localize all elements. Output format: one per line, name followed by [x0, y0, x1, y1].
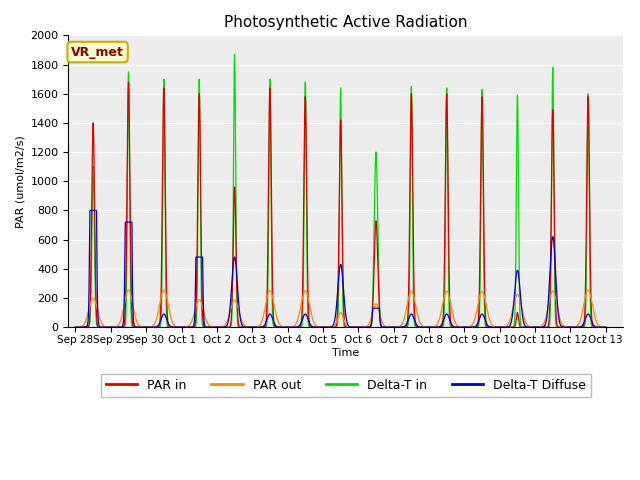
Legend: PAR in, PAR out, Delta-T in, Delta-T Diffuse: PAR in, PAR out, Delta-T in, Delta-T Dif…	[100, 374, 591, 397]
Text: VR_met: VR_met	[71, 46, 124, 59]
Y-axis label: PAR (umol/m2/s): PAR (umol/m2/s)	[15, 135, 25, 228]
Title: Photosynthetic Active Radiation: Photosynthetic Active Radiation	[224, 15, 468, 30]
X-axis label: Time: Time	[332, 348, 360, 358]
